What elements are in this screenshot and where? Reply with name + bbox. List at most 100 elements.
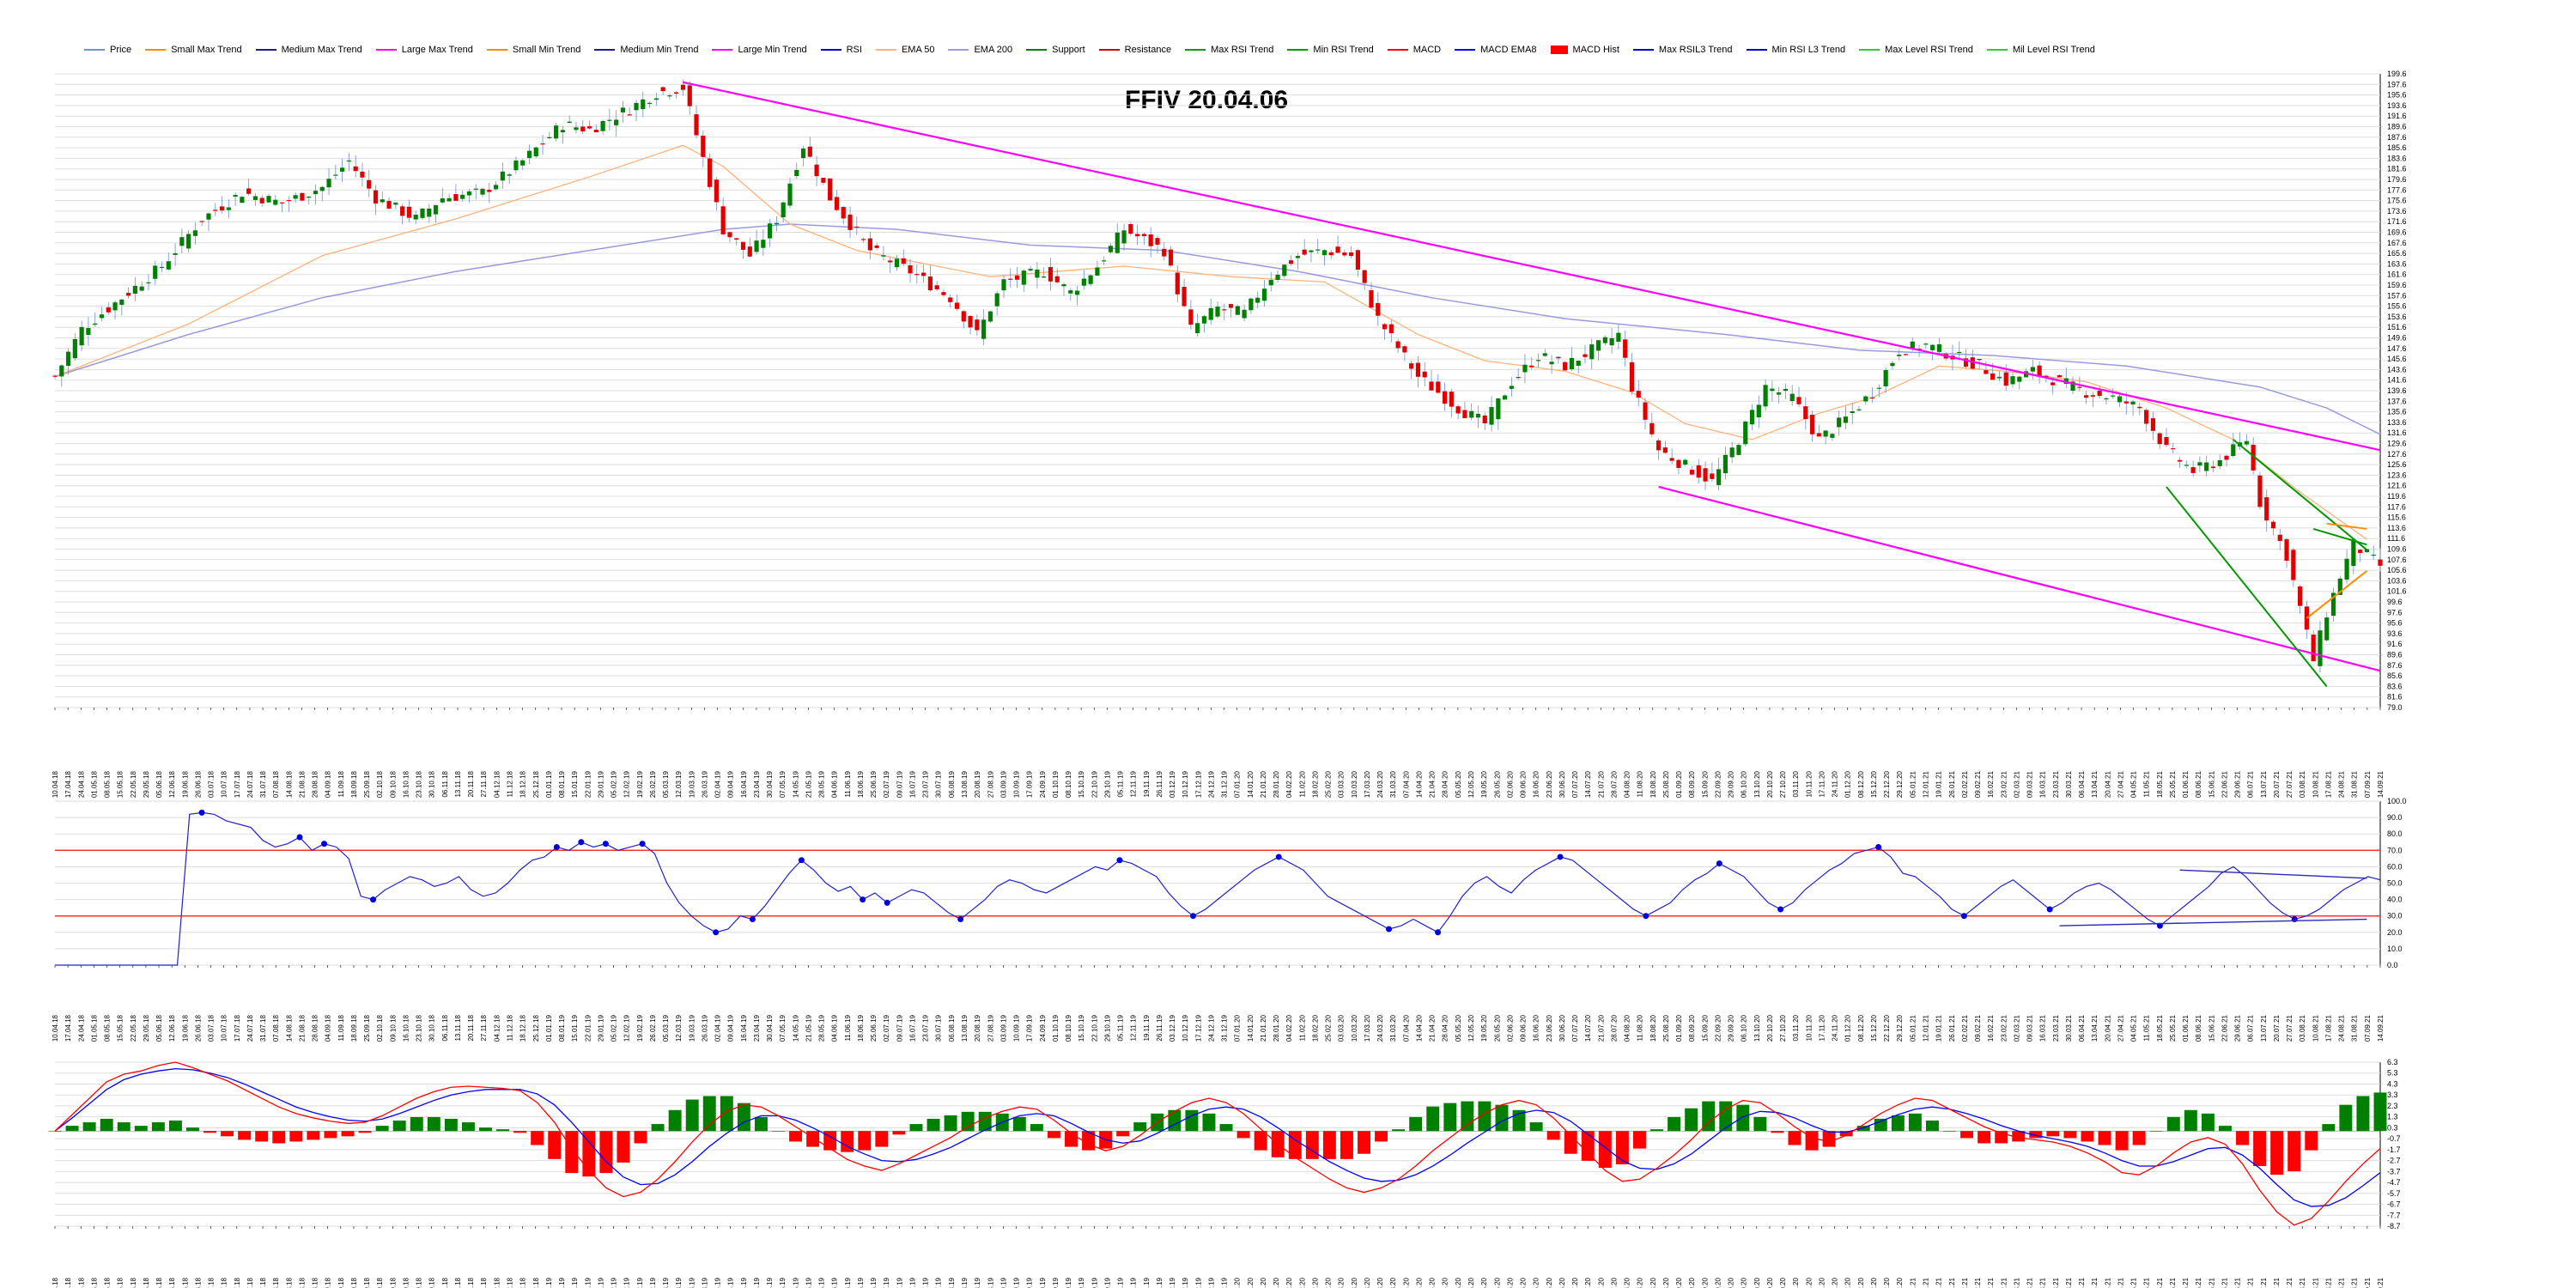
candle-body: [1683, 459, 1688, 465]
price-x-tick-label: 23.03.21: [2052, 770, 2060, 798]
macd-x-tick-label: 12.02.19: [623, 1277, 631, 1288]
price-x-tick-label: 10.04.18: [52, 770, 59, 798]
macd-hist-bar: [1392, 1129, 1406, 1132]
price-x-tick-label: 19.05.20: [1480, 770, 1488, 798]
macd-x-tick-label: 11.12.18: [506, 1277, 513, 1288]
rsi-extreme-marker: [296, 834, 303, 841]
candle-body: [567, 121, 572, 124]
macd-x-tick-label: 20.11.18: [467, 1277, 475, 1288]
macd-hist-bar: [2356, 1096, 2370, 1132]
macd-x-tick-label: 24.12.19: [1207, 1277, 1215, 1288]
candle-body: [186, 234, 191, 249]
candle-body: [1656, 440, 1662, 451]
legend-label: EMA 50: [901, 45, 935, 55]
candle-body: [1402, 346, 1407, 353]
rsi-x-tick-label: 11.06.19: [844, 1014, 852, 1041]
candle-body: [293, 195, 298, 199]
candle-body: [1850, 410, 1855, 414]
legend-swatch: [1387, 49, 1408, 51]
macd-hist-bar: [1375, 1131, 1388, 1142]
price-y-tick-label: 167.6: [2387, 239, 2407, 247]
price-y-tick-label: 165.6: [2387, 249, 2407, 258]
candle-body: [59, 365, 64, 377]
macd-hist-bar: [1960, 1131, 1974, 1139]
rsi-x-tick-label: 02.04.19: [714, 1014, 722, 1042]
rsi-x-tick-label: 21.08.18: [298, 1014, 306, 1042]
macd-hist-bar: [48, 1131, 62, 1132]
candle-body: [2164, 436, 2169, 446]
macd-hist-bar: [1978, 1131, 1991, 1144]
price-x-tick-label: 27.10.20: [1779, 770, 1787, 798]
rsi-x-tick-label: 03.07.18: [208, 1014, 216, 1042]
candle-body: [1436, 381, 1441, 393]
candle-body: [1809, 414, 1815, 434]
price-y-tick-label: 95.6: [2387, 619, 2403, 628]
candle-body: [313, 191, 319, 195]
candle-body: [2270, 521, 2276, 529]
macd-x-tick-label: 18.08.20: [1649, 1277, 1657, 1288]
candle-body: [2371, 554, 2376, 556]
macd-x-tick-label: 26.02.19: [649, 1277, 657, 1288]
candle-body: [520, 160, 526, 166]
macd-hist-bar: [513, 1131, 527, 1133]
macd-x-tick-label: 23.03.21: [2052, 1277, 2060, 1288]
candle-body: [2291, 550, 2296, 580]
macd-hist-bar: [1219, 1124, 1233, 1132]
price-x-tick-label: 29.10.19: [1103, 770, 1111, 798]
candle-body: [620, 107, 626, 112]
macd-x-tick-label: 20.04.21: [2104, 1277, 2111, 1288]
candle-body: [493, 185, 499, 190]
macd-x-tick-label: 25.02.20: [1325, 1277, 1333, 1288]
candle-body: [286, 200, 291, 202]
rsi-y-tick-label: 20.0: [2387, 928, 2403, 937]
rsi-extreme-marker: [1716, 860, 1722, 867]
candle-body: [1061, 284, 1066, 287]
candle-body: [1475, 413, 1481, 418]
rsi-x-tick-label: 28.08.18: [312, 1014, 319, 1042]
rsi-x-tick-label: 18.12.18: [519, 1014, 527, 1042]
price-x-tick-label: 04.05.21: [2130, 770, 2138, 798]
price-x-tick-label: 14.01.20: [1247, 770, 1255, 798]
macd-y-tick-label: -2.7: [2387, 1157, 2401, 1165]
price-x-tick-label: 24.07.18: [246, 770, 254, 798]
candle-body: [473, 188, 478, 190]
rsi-extreme-marker: [2156, 922, 2163, 929]
price-y-tick-label: 155.6: [2387, 302, 2407, 311]
candle-body: [1576, 361, 1581, 366]
candle-body: [1756, 404, 1761, 417]
price-x-tick-label: 24.04.18: [77, 770, 85, 798]
candle-body: [427, 208, 432, 217]
legend-item: Min RSI Trend: [1287, 45, 1374, 55]
candle-body: [2117, 396, 2123, 403]
macd-x-tick-label: 12.03.19: [675, 1277, 683, 1288]
macd-hist-bar: [2253, 1131, 2267, 1166]
candle-body: [1689, 470, 1695, 475]
candle-body: [1388, 324, 1394, 334]
price-y-tick-label: 87.6: [2387, 661, 2403, 670]
macd-x-tick-label: 08.12.20: [1857, 1277, 1865, 1288]
price-x-tick-label: 07.09.21: [2364, 770, 2372, 798]
price-x-tick-label: 17.04.18: [64, 770, 72, 798]
rsi-x-tick-label: 28.04.20: [1442, 1014, 1449, 1042]
price-x-tick-label: 02.07.19: [883, 770, 890, 798]
price-x-tick-label: 04.12.18: [493, 770, 501, 798]
macd-x-tick-label: 21.05.19: [805, 1277, 812, 1288]
rsi-extreme-marker: [578, 839, 585, 846]
price-x-tick-label: 12.06.18: [168, 770, 176, 798]
candle-body: [1977, 358, 1982, 361]
candle-body: [2364, 549, 2370, 552]
candle-body: [1990, 373, 1996, 380]
macd-x-tick-label: 07.09.21: [2364, 1277, 2372, 1288]
price-x-tick-label: 06.04.21: [2078, 770, 2086, 798]
candle-body: [1522, 364, 1528, 373]
price-x-tick-label: 28.04.20: [1442, 770, 1449, 798]
legend-swatch: [255, 49, 276, 51]
rsi-x-tick-label: 04.02.20: [1285, 1014, 1293, 1042]
macd-hist-bar: [100, 1118, 113, 1132]
candle-body: [1816, 433, 1821, 437]
price-y-tick-label: 169.6: [2387, 228, 2407, 237]
candle-body: [888, 260, 893, 263]
price-x-tick-label: 30.03.21: [2065, 770, 2073, 798]
price-x-tick-label: 15.05.18: [117, 770, 125, 798]
price-y-tick-label: 163.6: [2387, 259, 2407, 268]
